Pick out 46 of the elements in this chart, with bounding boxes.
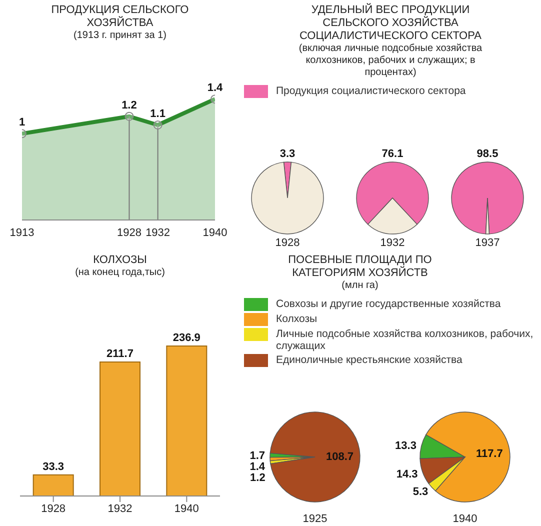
pie-slice: [451, 162, 524, 234]
data-label: 1: [18, 116, 25, 129]
text: 1925: [302, 512, 328, 526]
chart-title: КОЛХОЗЫ: [92, 254, 148, 267]
x-tick-label: 1940: [174, 502, 199, 515]
data-label: 1.2: [121, 99, 136, 112]
x-tick-label: 1928: [116, 226, 141, 239]
chart-title: ПОСЕВНЫЕ ПЛОЩАДИ ПО КАТЕГОРИЯМ ХОЗЯЙСТВ: [287, 254, 433, 280]
data-label: 211.7: [106, 348, 134, 360]
x-tick-label: 1932: [145, 226, 170, 239]
data-label: 3.3: [280, 148, 296, 160]
chart-subtitle: (на конец года,тыс): [74, 267, 166, 279]
data-label: 14.3: [396, 468, 418, 480]
x-tick-label: 1913: [9, 226, 34, 239]
data-label: 13.3: [395, 440, 416, 452]
chart-title: ПРОДУКЦИЯ СЕЛЬСКОГО ХОЗЯЙСТВА: [50, 4, 190, 30]
chart-title: УДЕЛЬНЫЙ ВЕС ПРОДУКЦИИ СЕЛЬСКОГО ХОЗЯЙСТВА СОЦИАЛИСТИЧЕСКОГО СЕКТОРА: [298, 4, 483, 43]
pie-slice: [251, 162, 324, 234]
text: 1932: [379, 236, 406, 250]
data-label: 1.4: [206, 82, 224, 94]
data-label: 1.1: [150, 108, 165, 120]
data-label: 5.3: [412, 486, 428, 498]
data-label: 33.3: [42, 460, 64, 473]
data-label: 236.9: [172, 332, 200, 344]
x-tick-label: 1932: [108, 502, 132, 515]
data-label: 117.7: [476, 448, 503, 460]
x-tick-label: 1928: [41, 502, 66, 515]
legend-label: Единоличные крестьянские хозяйства: [276, 354, 462, 366]
legend-label: Совхозы и другие государственные хозяйства: [276, 298, 501, 310]
data-label: 98.5: [476, 148, 498, 160]
text: 1928: [274, 236, 301, 250]
chart-subtitle: (млн га): [340, 280, 380, 292]
x-tick-label: 1940: [202, 226, 227, 239]
data-label: 108.7: [326, 451, 354, 464]
chart-subtitle: (включая личные подсобные хозяйства колхозников, рабочих и служащих; в процентах): [298, 43, 484, 79]
text: 1937: [474, 236, 501, 250]
legend-label: Личные подсобные хозяйства колхозников, рабочих, служащих: [276, 328, 534, 352]
legend-label: Колхозы: [276, 313, 318, 325]
chart-subtitle: (1913 г. принят за 1): [72, 30, 168, 42]
pie-slice: [270, 412, 360, 502]
data-label: 76.1: [382, 148, 404, 160]
legend-label: Продукция социалистического сектора: [276, 85, 466, 97]
data-label: 1.4: [250, 461, 266, 473]
data-label: 1.2: [250, 472, 266, 484]
data-label: 1.7: [250, 450, 266, 462]
text: 1940: [452, 512, 478, 526]
